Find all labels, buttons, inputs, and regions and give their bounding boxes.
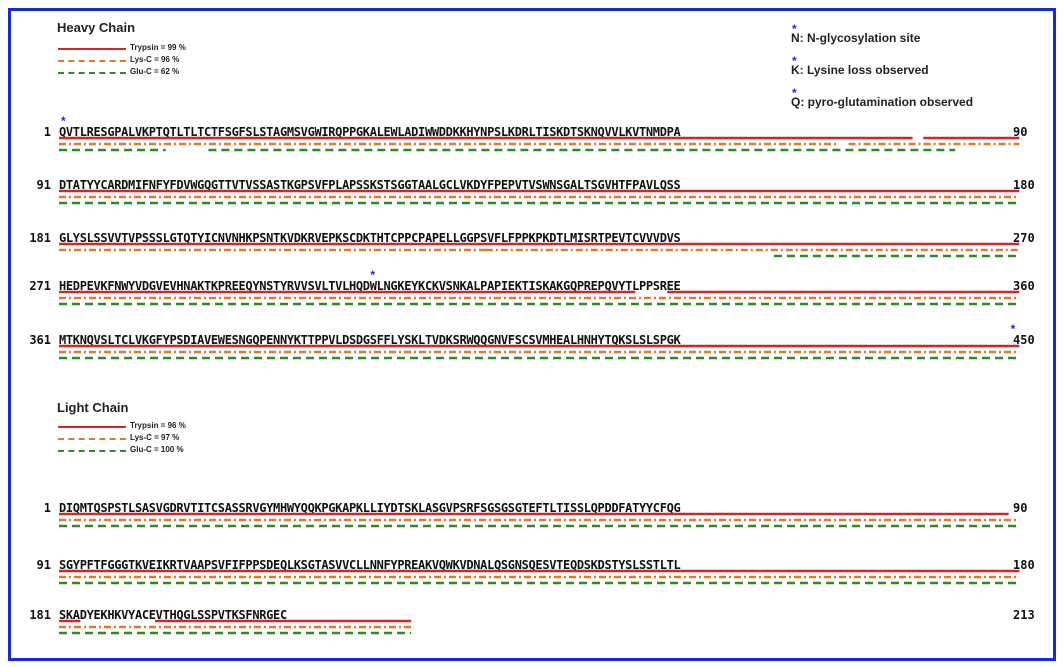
coverage-bars (59, 136, 1020, 152)
amino-acid-sequence: DTATYYCARDMIFNFYFDVWGQGTTVTVSSASTKGPSVFP… (59, 178, 681, 192)
sequence-line: 91 DTATYYCARDMIFNFYFDVWGQGTTVTVSSASTKGPSV… (11, 178, 1053, 198)
sequence-line: 91 SGYPFTFGGGTKVEIKRTVAAPSVFIFPPSDEQLKSGT… (11, 558, 1053, 578)
legend-line-dashdot (58, 438, 126, 440)
residue-start-number: 361 (29, 333, 51, 347)
coverage-bars (59, 344, 1020, 360)
residue-start-number: 1 (43, 501, 51, 515)
figure-frame: Heavy Chain Trypsin = 99 % Lys-C = 96 % … (8, 8, 1056, 661)
legend-line-solid (58, 426, 126, 428)
legend-label: Lys-C = 96 % (130, 55, 180, 64)
star-marker: * (792, 86, 797, 100)
coverage-bars (59, 569, 1020, 585)
amino-acid-sequence: HEDPEVKFNWYVDGVEVHNAKTKPREEQYNSTYRVVSVLT… (59, 279, 681, 293)
amino-acid-sequence: MTKNQVSLTCLVKGFYPSDIAVEWESNGQPENNYKTTPPV… (59, 333, 681, 347)
amino-acid-sequence: SGYPFTFGGGTKVEIKRTVAAPSVFIFPPSDEQLKSGTAS… (59, 558, 681, 572)
amino-acid-sequence: SKADYEKHKVYACEVTHQGLSSPVTKSFNRGEC (59, 608, 287, 622)
legend-line-dashdot (58, 60, 126, 62)
key-lysine-loss: * K: Lysine loss observed (791, 54, 929, 77)
key-n-glycosylation: * N: N-glycosylation site (791, 22, 921, 45)
sequence-line: 181 GLYSLSSVVTVPSSSLGTQTYICNVNHKPSNTKVDKR… (11, 231, 1053, 251)
coverage-bars (59, 290, 1020, 306)
legend-line-solid (58, 48, 126, 50)
modification-star-marker: * (61, 114, 66, 128)
star-marker: * (792, 22, 797, 36)
modification-star-marker: * (1010, 322, 1016, 336)
key-text: : N-glycosylation site (799, 31, 921, 45)
legend-label: Glu-C = 100 % (130, 445, 184, 454)
residue-end-number: 90 (1013, 501, 1028, 515)
amino-acid-sequence: QVTLRESGPALVKPTQTLTLTCTFSGFSLSTAGMSVGWIR… (59, 125, 681, 139)
legend-label: Lys-C = 97 % (130, 433, 180, 442)
residue-end-number: 180 (1013, 558, 1035, 572)
sequence-line: 1 QVTLRESGPALVKPTQTLTLTCTFSGFSLSTAGMSVGWI… (11, 125, 1053, 145)
heavy-chain-title: Heavy Chain (57, 20, 136, 35)
legend-line-dash (58, 450, 126, 452)
coverage-bars (59, 512, 1020, 528)
residue-start-number: 1 (43, 125, 51, 139)
legend-label: Trypsin = 99 % (130, 43, 186, 52)
sequence-line: 1 DIQMTQSPSTLSASVGDRVTITCSASSRVGYMHWYQQKP… (11, 501, 1053, 521)
residue-end-number: 450 (1013, 333, 1035, 347)
sequence-line: 361 MTKNQVSLTCLVKGFYPSDIAVEWESNGQPENNYKTT… (11, 333, 1053, 353)
key-text: : Lysine loss observed (799, 63, 929, 77)
legend-line-dash (58, 72, 126, 74)
key-letter: N (791, 31, 800, 45)
star-marker: * (792, 54, 797, 68)
key-letter: Q (791, 95, 801, 109)
light-chain-title: Light Chain (57, 400, 129, 415)
residue-end-number: 90 (1013, 125, 1028, 139)
residue-start-number: 271 (29, 279, 51, 293)
residue-end-number: 213 (1013, 608, 1035, 622)
residue-end-number: 270 (1013, 231, 1035, 245)
legend-label: Glu-C = 62 % (130, 67, 180, 76)
residue-start-number: 91 (36, 178, 51, 192)
key-text: : pyro-glutamination observed (800, 95, 974, 109)
sequence-line: 181 SKADYEKHKVYACEVTHQGLSSPVTKSFNRGEC 213 (11, 608, 1053, 628)
residue-start-number: 181 (29, 231, 51, 245)
legend-label: Trypsin = 96 % (130, 421, 186, 430)
residue-end-number: 360 (1013, 279, 1035, 293)
coverage-bars (59, 242, 1020, 258)
residue-start-number: 181 (29, 608, 51, 622)
residue-start-number: 91 (36, 558, 51, 572)
key-letter: K (791, 63, 800, 77)
amino-acid-sequence: DIQMTQSPSTLSASVGDRVTITCSASSRVGYMHWYQQKPG… (59, 501, 681, 515)
modification-star-marker: * (370, 268, 376, 282)
coverage-bars (59, 189, 1020, 205)
residue-end-number: 180 (1013, 178, 1035, 192)
sequence-line: 271 HEDPEVKFNWYVDGVEVHNAKTKPREEQYNSTYRVVS… (11, 279, 1053, 299)
amino-acid-sequence: GLYSLSSVVTVPSSSLGTQTYICNVNHKPSNTKVDKRVEP… (59, 231, 681, 245)
coverage-bars (59, 619, 412, 635)
key-pyro-glutamination: * Q: pyro-glutamination observed (791, 86, 974, 109)
